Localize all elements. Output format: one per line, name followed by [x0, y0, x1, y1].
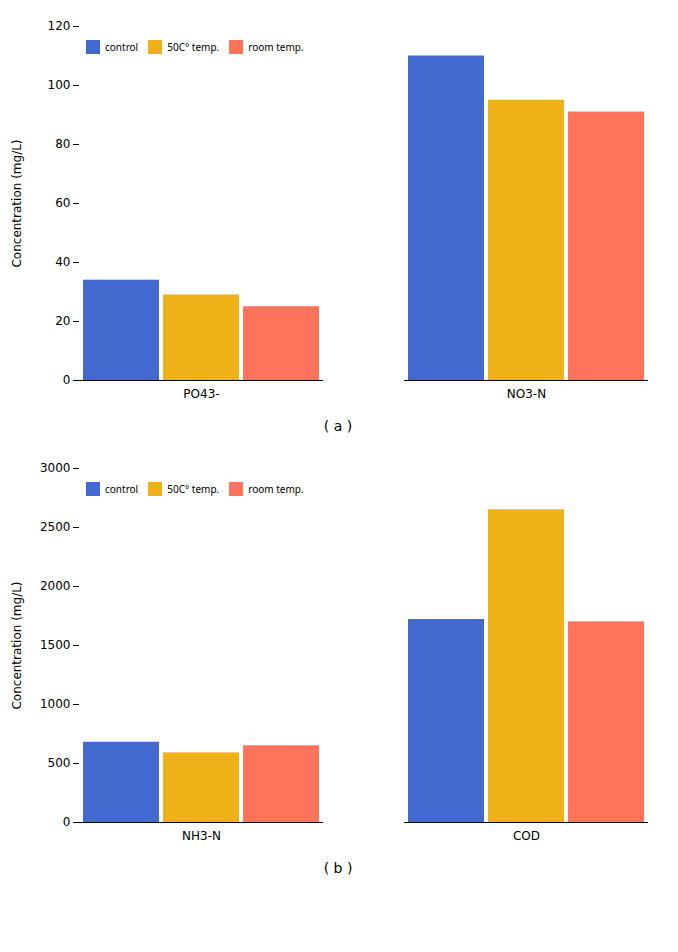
svg-text:COD: COD [513, 829, 540, 843]
svg-text:20: 20 [55, 314, 70, 328]
svg-text:40: 40 [55, 255, 70, 269]
svg-text:80: 80 [55, 137, 70, 151]
svg-text:0: 0 [63, 815, 71, 829]
html-text:control: control [105, 481, 139, 496]
html-text:( a ): ( a ) [323, 418, 353, 434]
svg-text:100: 100 [48, 78, 71, 92]
svg-text:2000: 2000 [40, 579, 71, 593]
svg-text:1500: 1500 [40, 638, 71, 652]
html-text:room temp.: room temp. [248, 481, 304, 496]
svg-text:500: 500 [48, 756, 71, 770]
html-text:50C° temp.: 50C° temp. [167, 39, 220, 54]
svg-text:Concentration (mg/L): Concentration (mg/L) [10, 581, 24, 709]
svg-text:PO43-: PO43- [183, 387, 219, 401]
html-text:room temp.: room temp. [248, 39, 304, 54]
svg-text:60: 60 [55, 196, 70, 210]
svg-text:NH3-N: NH3-N [182, 829, 221, 843]
svg-text:120: 120 [48, 19, 71, 33]
html-text:( b ): ( b ) [323, 860, 353, 876]
svg-text:3000: 3000 [40, 461, 71, 475]
html-text:50C° temp.: 50C° temp. [167, 481, 220, 496]
html-text:control: control [105, 39, 139, 54]
svg-text:0: 0 [63, 373, 71, 387]
svg-text:Concentration (mg/L): Concentration (mg/L) [10, 139, 24, 267]
svg-text:2500: 2500 [40, 520, 71, 534]
svg-text:NO3-N: NO3-N [507, 387, 546, 401]
svg-text:1000: 1000 [40, 697, 71, 711]
